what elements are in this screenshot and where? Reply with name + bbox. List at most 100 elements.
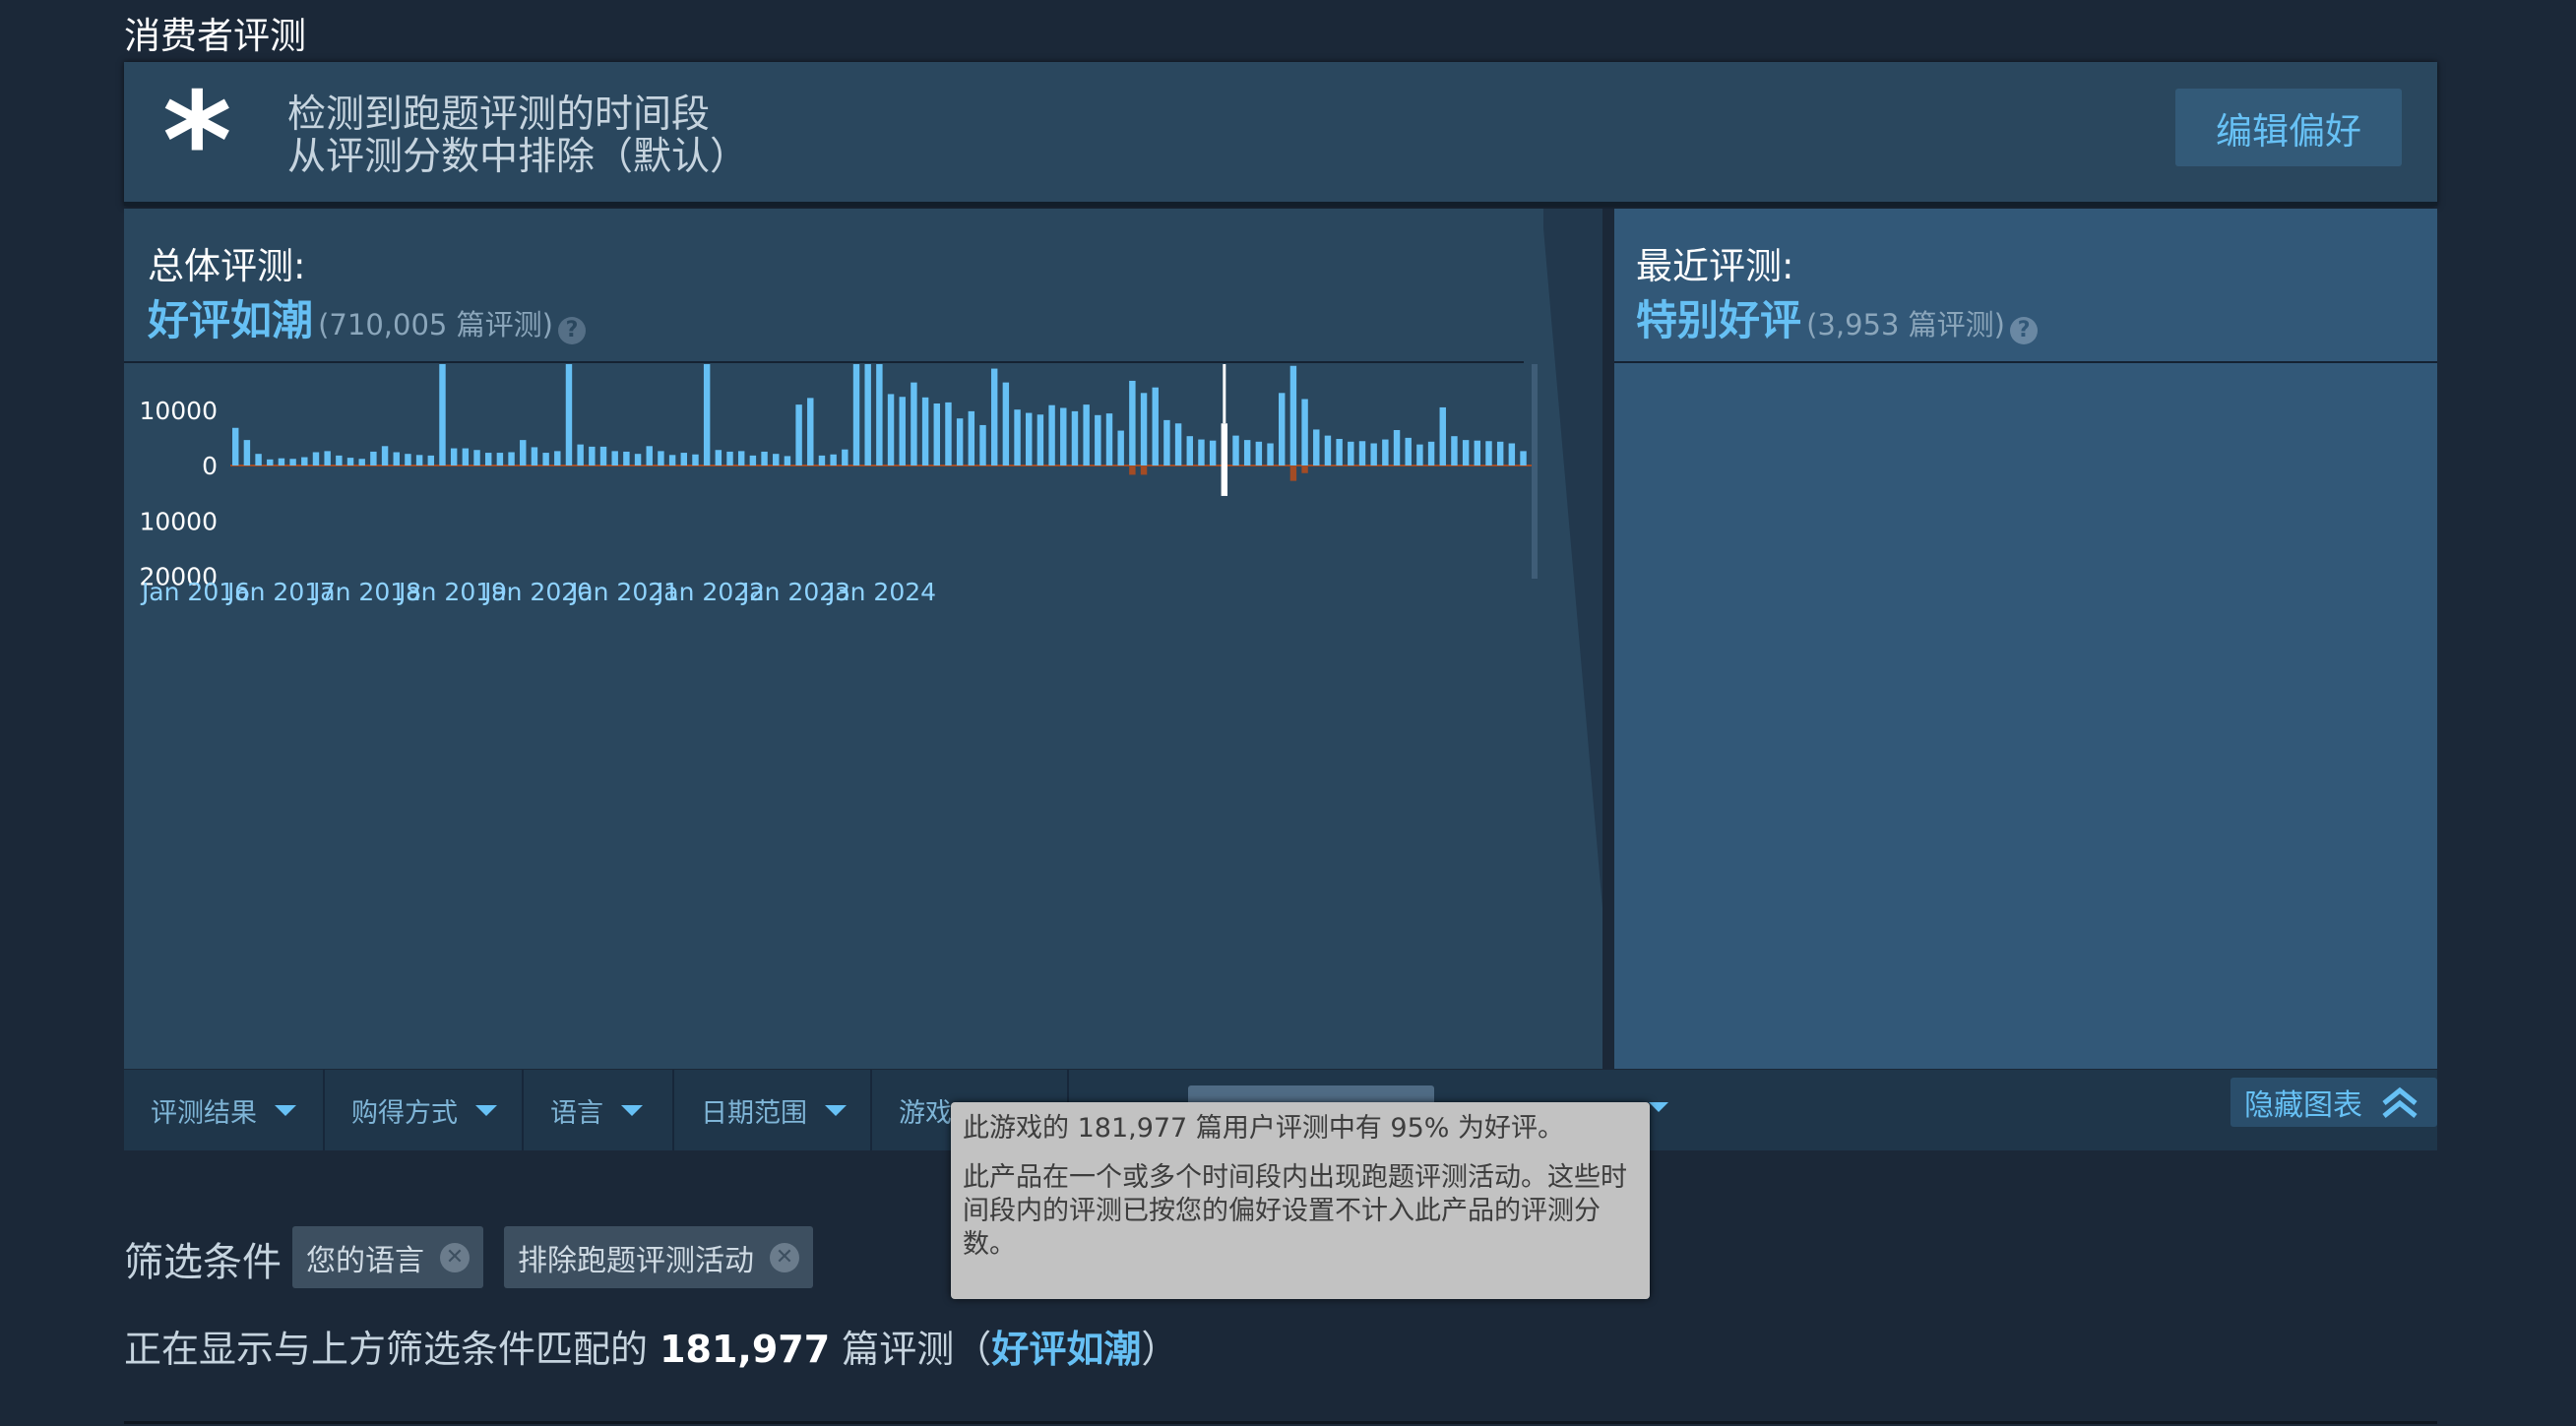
positive-bar — [773, 454, 780, 465]
positive-bar — [968, 410, 975, 465]
x-tick-label: Jan 2023 — [740, 578, 850, 606]
y-tick-label: 10000 — [139, 397, 218, 425]
review-type-filter[interactable]: 评测结果 — [124, 1070, 325, 1150]
positive-bar — [921, 397, 929, 465]
positive-bar — [1358, 441, 1366, 465]
close-icon[interactable]: ✕ — [770, 1242, 799, 1272]
positive-bar — [634, 454, 642, 465]
positive-bar — [945, 402, 952, 465]
x-tick-label: Jan 2024 — [826, 578, 936, 606]
positive-bar — [956, 418, 964, 465]
positive-bar — [737, 451, 745, 465]
chip-label: 排除跑题评测活动 — [518, 1243, 754, 1278]
chevron-down-icon — [621, 1104, 643, 1116]
chevron-down-icon — [475, 1104, 497, 1116]
positive-bar — [899, 397, 906, 465]
positive-bar — [1324, 435, 1332, 465]
positive-bar — [358, 459, 365, 465]
display-select[interactable] — [1188, 1085, 1434, 1105]
chevron-down-icon — [825, 1104, 847, 1116]
filter-chip-exclude-off-topic[interactable]: 排除跑题评测活动 ✕ — [504, 1226, 813, 1288]
positive-bar — [1508, 443, 1516, 465]
positive-bar — [1083, 404, 1090, 465]
positive-bar — [577, 444, 584, 465]
positive-bar — [623, 451, 630, 465]
positive-bar — [990, 368, 998, 465]
help-icon[interactable]: ? — [557, 316, 586, 344]
positive-bar — [1462, 440, 1470, 465]
positive-bar — [473, 450, 480, 465]
positive-bar — [1014, 409, 1021, 465]
positive-bar — [381, 446, 389, 465]
banner-line-detected: 检测到跑题评测的时间段 — [287, 93, 711, 137]
positive-bar — [668, 455, 676, 465]
positive-bar — [818, 455, 826, 465]
result-rating[interactable]: 好评如潮 — [991, 1328, 1142, 1371]
edit-preferences-button[interactable]: 编辑偏好 — [2175, 89, 2402, 166]
off-topic-banner — [124, 62, 2437, 206]
positive-bar — [1140, 393, 1148, 465]
positive-bar — [807, 398, 814, 465]
positive-bar — [1485, 441, 1492, 465]
tooltip-summary: 此游戏的 181,977 篇用户评测中有 95% 为好评。 — [963, 1113, 1564, 1144]
positive-bar — [1301, 399, 1308, 465]
positive-bar — [508, 452, 515, 465]
positive-bar — [703, 364, 711, 465]
overall-summary: 好评如潮 (710,005 篇评测) ? — [148, 287, 586, 347]
positive-bar — [301, 457, 308, 465]
positive-bar — [565, 364, 573, 465]
positive-bar — [1289, 365, 1297, 465]
y-tick-label: 10000 — [139, 507, 218, 535]
overall-count: (710,005 篇评测) — [318, 308, 553, 341]
hide-chart-button[interactable]: 隐藏图表 — [2230, 1078, 2437, 1127]
asterisk-icon: * — [162, 64, 232, 218]
playtime-label: 游戏 — [899, 1097, 952, 1129]
overall-rating: 好评如潮 — [148, 296, 314, 344]
positive-bar — [255, 454, 262, 465]
close-icon[interactable]: ✕ — [440, 1242, 470, 1272]
positive-bar — [795, 404, 802, 465]
x-tick-label: Jan 2020 — [482, 578, 593, 606]
positive-bar — [243, 440, 251, 465]
positive-bar — [346, 458, 354, 465]
purchase-type-filter[interactable]: 购得方式 — [325, 1070, 524, 1150]
banner-line-excluded: 从评测分数中排除（默认） — [287, 135, 749, 179]
language-filter[interactable]: 语言 — [524, 1070, 674, 1150]
recent-review-histogram[interactable]: 150100500May 24Jun 01Jun 08Jun 16 — [1614, 364, 2437, 1014]
positive-bar — [1496, 441, 1504, 465]
chevron-down-icon[interactable] — [1649, 1102, 1668, 1112]
divider — [124, 1421, 2437, 1424]
positive-bar — [933, 403, 940, 465]
positive-bar — [1451, 436, 1458, 465]
positive-bar — [1163, 419, 1170, 465]
positive-bar — [658, 451, 664, 465]
positive-bar — [876, 364, 883, 465]
x-tick-label: Jan 2016 — [140, 578, 250, 606]
filter-chip-your-language[interactable]: 您的语言 ✕ — [292, 1226, 483, 1288]
overall-review-histogram[interactable]: 4000030000200001000001000020000*Jan 2016… — [124, 364, 1541, 1014]
negative-bar — [1129, 466, 1136, 475]
panel-connector — [1524, 209, 1614, 1069]
x-tick-label: Jan 2017 — [225, 578, 336, 606]
positive-bar — [611, 451, 618, 465]
scrollbar — [1532, 364, 1538, 579]
highlighted-bar — [1221, 423, 1228, 465]
positive-bar — [726, 451, 733, 465]
positive-bar — [680, 453, 687, 465]
positive-bar — [439, 364, 446, 465]
date-range-filter[interactable]: 日期范围 — [674, 1070, 872, 1150]
positive-bar — [852, 364, 860, 465]
result-summary: 正在显示与上方筛选条件匹配的 181,977 篇评测（好评如潮） — [124, 1319, 1178, 1373]
positive-bar — [1037, 414, 1044, 465]
positive-bar — [1095, 414, 1101, 465]
positive-bar — [1336, 439, 1343, 465]
overall-heading: 总体评测: — [148, 245, 306, 287]
positive-bar — [1382, 439, 1389, 465]
help-icon[interactable]: ? — [2010, 316, 2039, 344]
positive-bar — [749, 455, 757, 465]
negative-bar — [1140, 466, 1148, 475]
positive-bar — [232, 427, 239, 465]
positive-bar — [1048, 404, 1055, 465]
positive-bar — [1060, 407, 1067, 465]
positive-bar — [1232, 435, 1239, 465]
